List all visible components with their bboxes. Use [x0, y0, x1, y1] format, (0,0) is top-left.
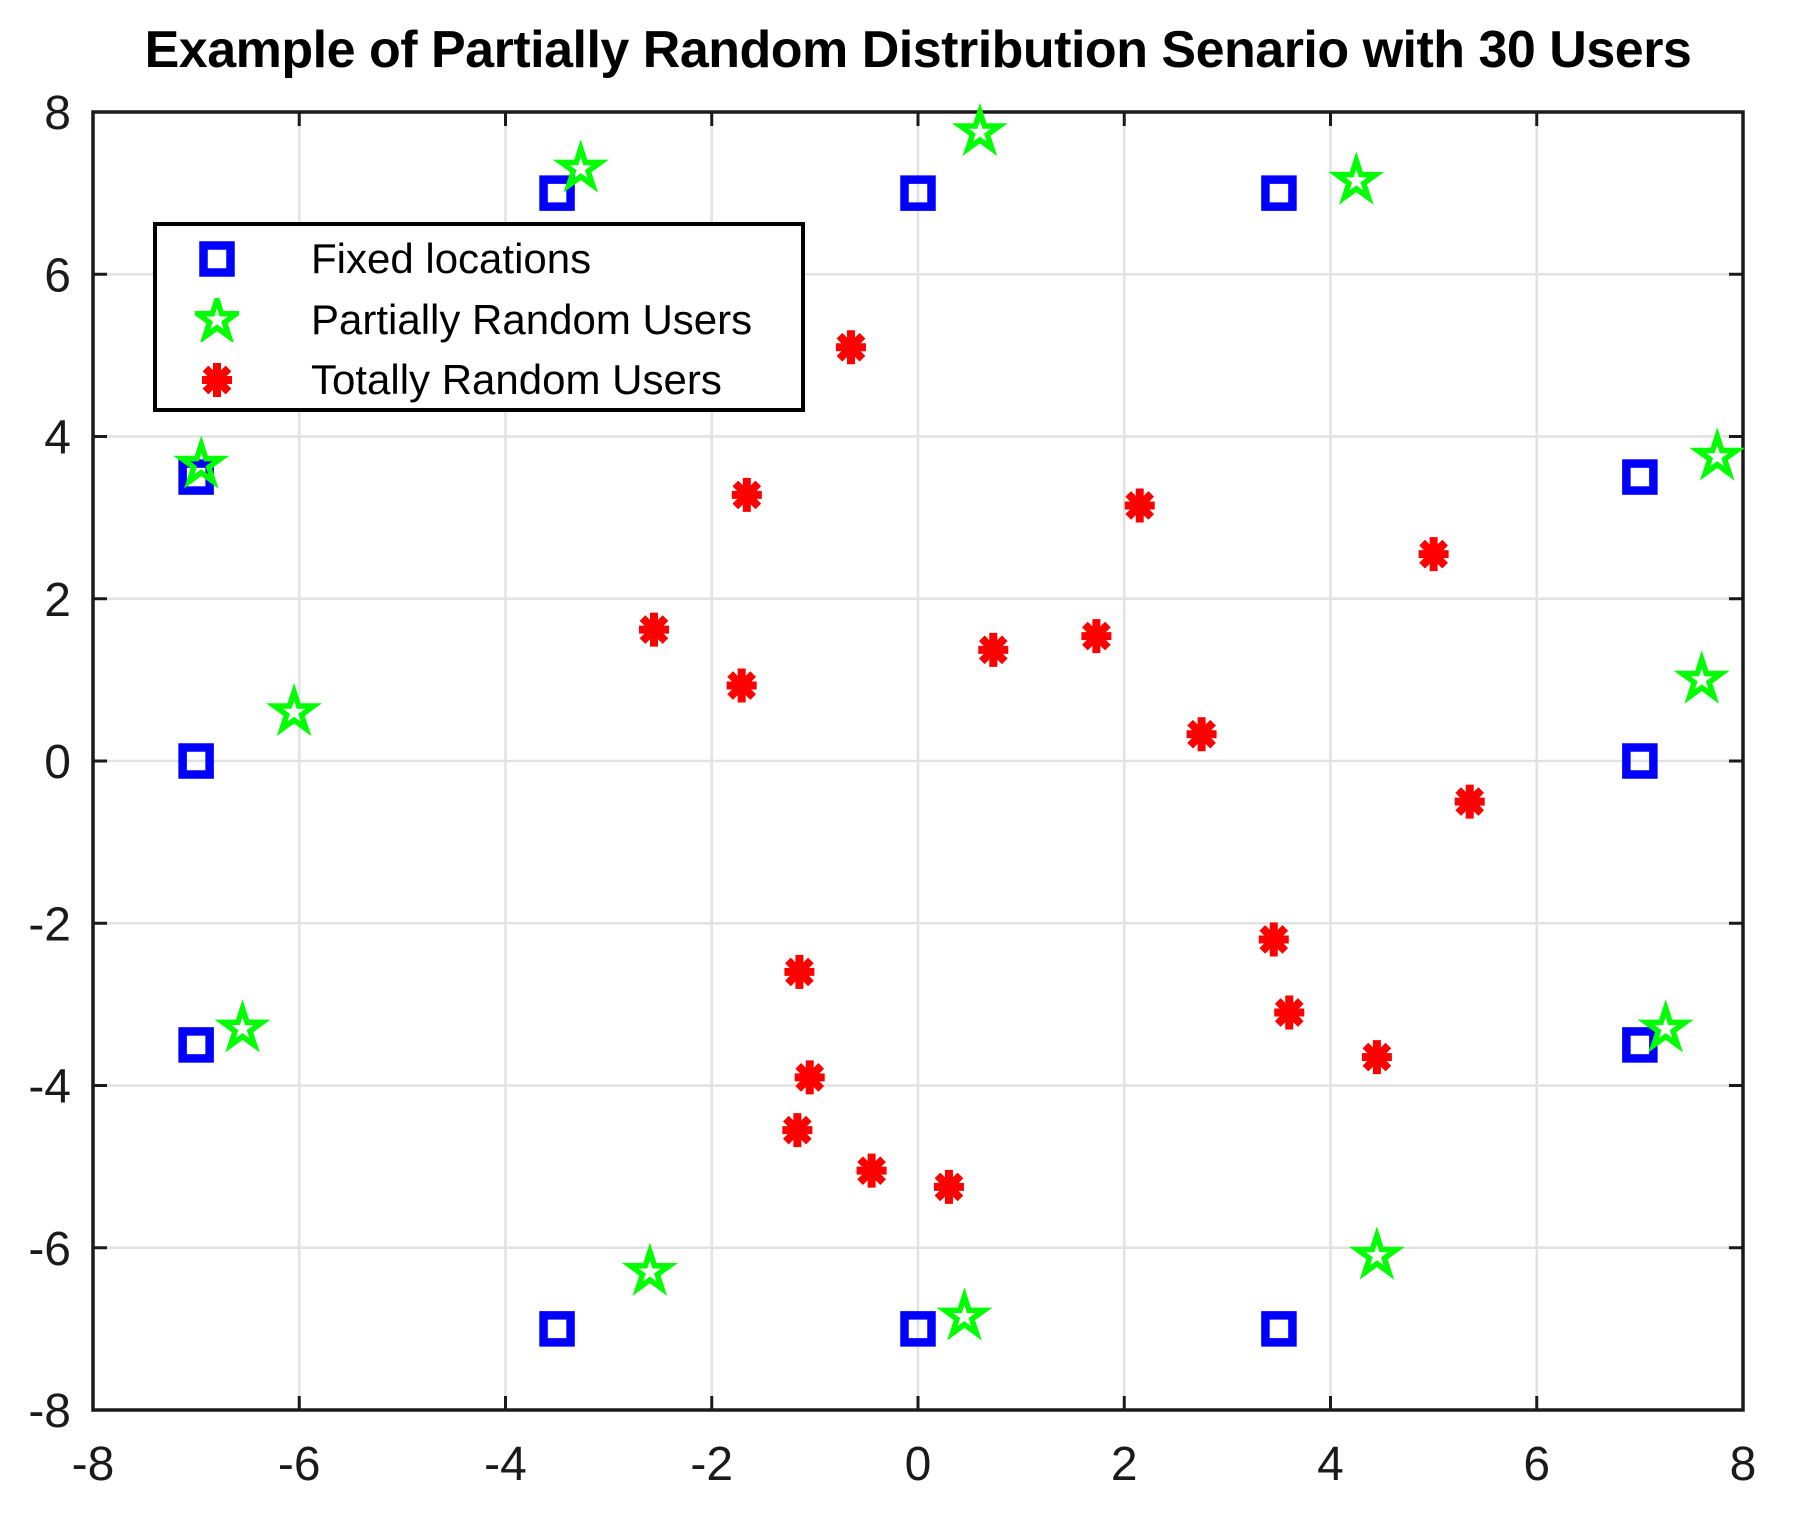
svg-text:-4: -4	[484, 1438, 527, 1491]
svg-text:0: 0	[44, 736, 71, 789]
square-marker-icon	[539, 175, 575, 211]
asterisk-marker-icon	[784, 954, 815, 989]
asterisk-marker-icon	[856, 1153, 887, 1188]
svg-text:-2: -2	[690, 1438, 733, 1491]
y-axis-tick-labels: -8 -6 -4 -2 0 2 4 6 8	[28, 87, 71, 1438]
square-marker-icon	[1622, 1027, 1658, 1063]
star-marker-icon	[621, 1242, 678, 1296]
svg-text:8: 8	[1730, 1438, 1757, 1491]
star-marker-icon	[1328, 151, 1385, 205]
star-marker-icon	[195, 298, 239, 342]
svg-text:-4: -4	[28, 1061, 71, 1114]
asterisk-marker-icon	[1418, 537, 1449, 572]
star-marker-icon	[195, 298, 239, 342]
star-marker-icon	[552, 139, 609, 193]
svg-text:2: 2	[44, 574, 71, 627]
square-marker-icon	[199, 241, 235, 277]
square-marker-icon	[1261, 1311, 1297, 1347]
asterisk-marker-icon	[639, 612, 669, 647]
asterisk-marker-icon	[1274, 995, 1305, 1030]
legend-item-fixed-locations: Fixed locations	[157, 235, 592, 282]
asterisk-marker-icon	[835, 330, 866, 365]
svg-text:-6: -6	[278, 1438, 321, 1491]
legend-item-totally-random-users: Totally Random Users	[157, 356, 722, 403]
series-fixed-locations	[178, 175, 1658, 1347]
square-marker-icon	[178, 743, 214, 779]
asterisk-marker-icon	[731, 477, 762, 512]
star-marker-icon	[1637, 999, 1694, 1053]
star-marker-icon	[266, 682, 323, 737]
star-marker-icon	[214, 999, 271, 1053]
square-marker-icon	[199, 241, 235, 277]
square-marker-icon	[1261, 175, 1297, 211]
square-marker-icon	[900, 1311, 936, 1347]
legend-label: Partially Random Users	[311, 296, 753, 343]
svg-text:0: 0	[905, 1438, 932, 1491]
svg-text:-2: -2	[28, 898, 71, 951]
svg-text:6: 6	[1523, 1438, 1550, 1491]
asterisk-marker-icon	[202, 363, 232, 397]
svg-text:-8: -8	[28, 1385, 71, 1438]
svg-text:2: 2	[1111, 1438, 1138, 1491]
gridlines	[93, 112, 1743, 1410]
star-marker-icon	[936, 1287, 993, 1341]
svg-text:-6: -6	[28, 1223, 71, 1276]
legend-label: Totally Random Users	[311, 356, 722, 403]
asterisk-marker-icon	[202, 363, 232, 397]
tick-marks	[91, 110, 1745, 1412]
star-marker-icon	[173, 435, 230, 489]
asterisk-marker-icon	[1258, 922, 1289, 957]
asterisk-marker-icon	[782, 1113, 813, 1148]
square-marker-icon	[1622, 743, 1658, 779]
svg-text:4: 4	[44, 412, 71, 465]
svg-text:4: 4	[1317, 1438, 1344, 1491]
square-marker-icon	[900, 175, 936, 211]
asterisk-marker-icon	[1454, 784, 1485, 819]
square-marker-icon	[178, 1027, 214, 1063]
asterisk-marker-icon	[726, 668, 757, 703]
asterisk-marker-icon	[1361, 1040, 1392, 1075]
asterisk-marker-icon	[933, 1169, 964, 1204]
asterisk-marker-icon	[1081, 619, 1112, 654]
asterisk-marker-icon	[1124, 488, 1155, 523]
square-marker-icon	[539, 1311, 575, 1347]
legend-item-partially-random-users: Partially Random Users	[157, 296, 753, 343]
chart-title: Example of Partially Random Distribution…	[144, 21, 1692, 79]
asterisk-marker-icon	[794, 1060, 825, 1095]
legend: Fixed locations Partially Random Users T…	[153, 222, 805, 412]
series-totally-random-users	[639, 330, 1485, 1204]
star-marker-icon	[1689, 427, 1746, 481]
svg-text:8: 8	[44, 87, 71, 140]
star-marker-icon	[1348, 1226, 1405, 1280]
svg-text:-8: -8	[72, 1438, 115, 1491]
series-partially-random-users	[173, 102, 1746, 1341]
x-axis-tick-labels: -8 -6 -4 -2 0 2 4 6 8	[72, 1438, 1757, 1491]
legend-label: Fixed locations	[311, 235, 592, 282]
svg-text:6: 6	[44, 249, 71, 302]
star-marker-icon	[951, 102, 1008, 157]
star-marker-icon	[1673, 650, 1730, 704]
asterisk-marker-icon	[978, 632, 1009, 667]
asterisk-marker-icon	[1186, 717, 1217, 752]
square-marker-icon	[1622, 459, 1658, 495]
